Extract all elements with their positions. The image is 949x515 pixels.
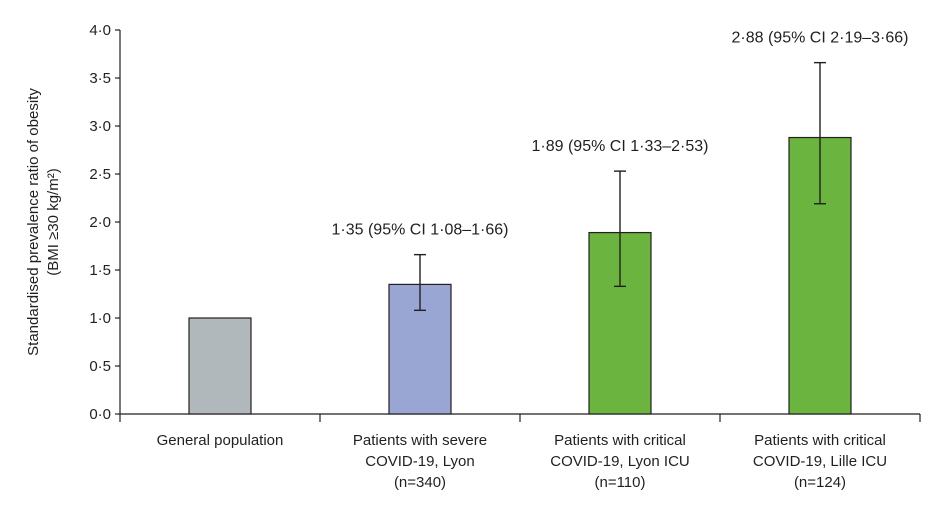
- y-tick-label: 1·5: [89, 262, 111, 279]
- bar: [388, 283, 452, 415]
- x-tick-label: General population: [157, 432, 284, 449]
- bar: [188, 317, 252, 415]
- data-label: 2·88 (95% CI 2·19–3·66): [732, 30, 909, 47]
- x-tick-label: COVID-19, Lyon: [365, 453, 475, 470]
- x-tick-label: (n=124): [794, 474, 846, 491]
- y-axis-title: (BMI ≥30 kg/m²): [45, 168, 62, 275]
- x-tick-label: (n=340): [394, 474, 446, 491]
- y-tick-label: 2·0: [89, 214, 111, 231]
- data-label: 1·35 (95% CI 1·08–1·66): [332, 222, 509, 239]
- data-label: 1·89 (95% CI 1·33–2·53): [532, 138, 709, 155]
- y-tick-label: 2·5: [89, 166, 111, 183]
- y-tick-label: 4·0: [89, 22, 111, 39]
- y-tick-label: 1·0: [89, 310, 111, 327]
- y-tick-label: 0·5: [89, 358, 111, 375]
- x-tick-label: Patients with critical: [554, 432, 686, 449]
- y-tick-label: 3·0: [89, 118, 111, 135]
- y-tick-label: 3·5: [89, 70, 111, 87]
- x-tick-label: COVID-19, Lyon ICU: [550, 453, 690, 470]
- y-tick-label: 0·0: [89, 406, 111, 423]
- x-tick-label: COVID-19, Lille ICU: [753, 453, 887, 470]
- x-tick-label: Patients with severe: [353, 432, 487, 449]
- x-tick-label: Patients with critical: [754, 432, 886, 449]
- y-axis-title: Standardised prevalence ratio of obesity: [25, 88, 42, 356]
- x-tick-label: (n=110): [594, 474, 645, 491]
